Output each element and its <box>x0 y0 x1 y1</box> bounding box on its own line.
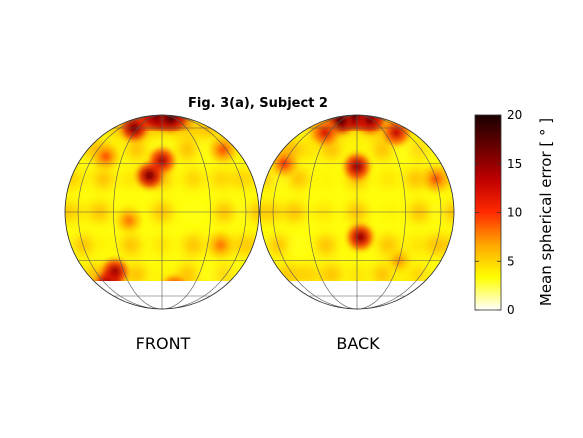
error-patch <box>316 236 335 255</box>
error-hotspot-core <box>319 126 332 139</box>
error-patch <box>300 140 319 159</box>
error-patch <box>184 169 203 188</box>
error-patch <box>406 236 425 255</box>
error-patch <box>289 236 308 255</box>
error-hotspot-core <box>216 143 229 156</box>
back-panel-label: BACK <box>336 334 380 353</box>
error-patch <box>289 169 308 188</box>
front-hemisphere-map <box>64 114 260 310</box>
error-patch <box>178 265 197 281</box>
error-patch <box>300 265 319 281</box>
error-patch <box>395 140 414 159</box>
error-hotspot-core <box>99 150 112 163</box>
error-patch <box>127 265 146 281</box>
colorbar-label: Mean spherical error [ ° ] <box>537 118 555 306</box>
colorbar-tick-label: 5 <box>507 254 515 268</box>
error-patch <box>373 140 392 159</box>
error-patch <box>379 236 398 255</box>
colorbar-tick-label: 15 <box>507 157 522 171</box>
error-patch <box>322 265 341 281</box>
error-hotspot-core <box>390 126 403 139</box>
colorbar-tick-label: 10 <box>507 206 522 220</box>
error-hotspot <box>94 274 119 281</box>
error-hotspot-core <box>100 280 113 281</box>
hemisphere-outline <box>259 114 455 310</box>
error-hotspot-core <box>354 231 367 244</box>
error-patch <box>322 140 341 159</box>
error-patch <box>242 236 259 255</box>
error-patch <box>200 265 219 281</box>
colorbar-gradient <box>474 114 502 311</box>
error-patch <box>211 169 230 188</box>
error-hotspot-core <box>143 169 156 182</box>
front-panel-label: FRONT <box>136 334 191 353</box>
error-patch <box>316 169 335 188</box>
error-hotspot-core <box>122 214 135 227</box>
error-hotspot <box>162 276 187 281</box>
error-hotspot-core <box>168 282 180 294</box>
error-patch <box>406 169 425 188</box>
error-patch <box>178 140 197 159</box>
back-hemisphere-map <box>259 114 455 310</box>
error-patch <box>184 236 203 255</box>
error-patch <box>437 236 454 255</box>
colorbar: 0 5 10 15 20 Mean spherical error [ ° ] <box>474 108 555 317</box>
colorbar-tick-label: 0 <box>507 303 515 317</box>
colorbar-tick-label: 20 <box>507 108 522 122</box>
error-patch <box>242 169 259 188</box>
error-hotspot-core <box>214 239 227 252</box>
hemisphere-outline <box>64 114 260 310</box>
error-patch <box>94 169 113 188</box>
error-patch <box>379 169 398 188</box>
chart-title: Fig. 3(a), Subject 2 <box>188 96 328 111</box>
error-patch <box>94 236 113 255</box>
error-patch <box>373 265 392 281</box>
error-patch <box>121 169 140 188</box>
error-patch <box>121 236 140 255</box>
error-patch <box>127 140 146 159</box>
